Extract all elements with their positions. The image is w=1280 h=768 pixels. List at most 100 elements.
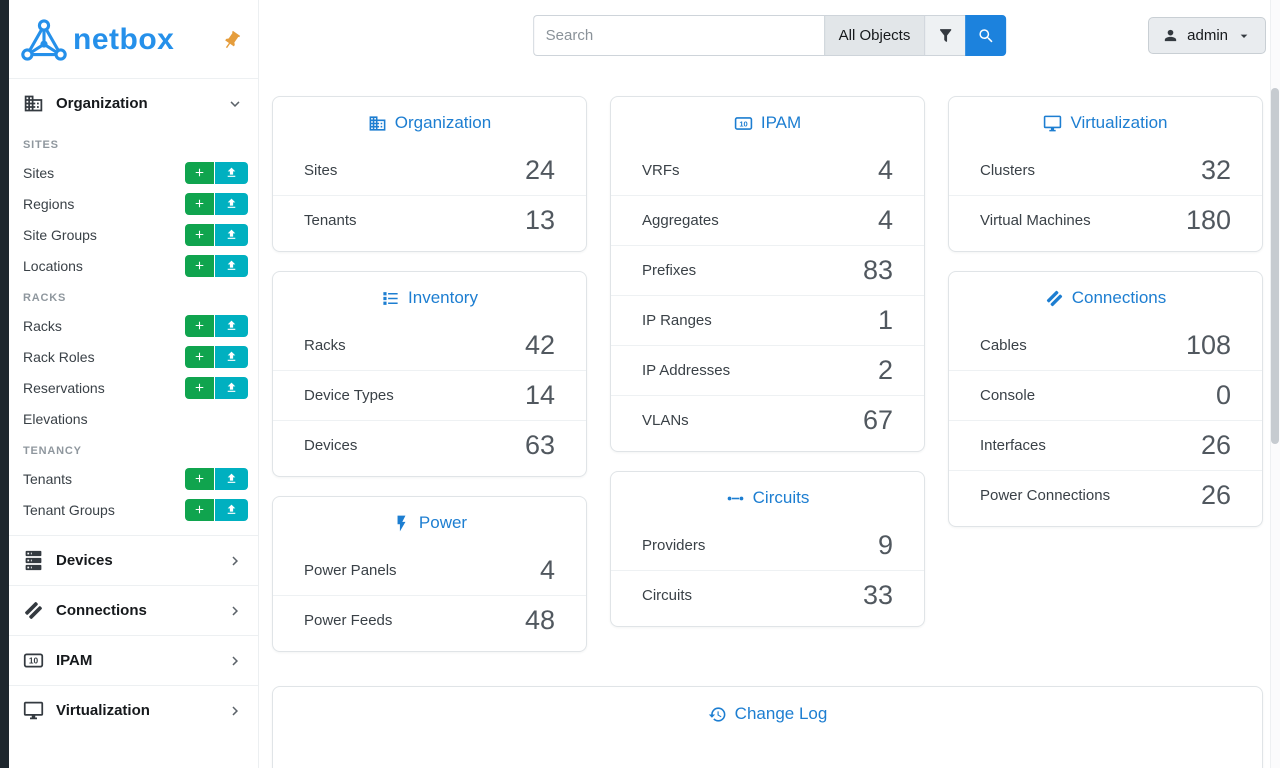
add-button[interactable]	[185, 376, 214, 399]
import-button[interactable]	[215, 498, 248, 521]
import-button[interactable]	[215, 254, 248, 277]
pin-sidebar-icon[interactable]	[221, 30, 242, 51]
scrollbar[interactable]	[1270, 0, 1280, 768]
stat-value[interactable]: 48	[524, 605, 555, 635]
stat-value[interactable]: 2	[877, 355, 893, 385]
search-input[interactable]	[532, 15, 824, 56]
add-button[interactable]	[185, 314, 214, 337]
stat-row: Power Feeds 48	[273, 595, 586, 645]
sidebar-item-tenants[interactable]: Tenants	[9, 463, 258, 494]
stat-row: Prefixes 83	[611, 245, 924, 295]
sidebar-section-label: Connections	[56, 602, 147, 619]
sidebar-section-block: 10 IPAM	[9, 635, 258, 685]
import-button[interactable]	[215, 376, 248, 399]
import-button[interactable]	[215, 314, 248, 337]
search-submit-button[interactable]	[965, 15, 1007, 56]
import-button[interactable]	[215, 192, 248, 215]
stat-value[interactable]: 1	[877, 305, 893, 335]
card-circuits: Circuits Providers 9 Circuits 33	[610, 471, 925, 627]
stat-value[interactable]: 14	[524, 380, 555, 410]
sidebar-item-tenant-groups[interactable]: Tenant Groups	[9, 494, 258, 525]
upload-icon	[225, 503, 238, 516]
add-button[interactable]	[185, 498, 214, 521]
stat-value[interactable]: 4	[877, 205, 893, 235]
stat-value[interactable]: 0	[1215, 380, 1231, 410]
stat-label: Devices	[304, 437, 358, 454]
card-header: Connections	[949, 272, 1262, 320]
sidebar-item-site-groups[interactable]: Site Groups	[9, 219, 258, 250]
stat-value[interactable]: 26	[1200, 480, 1231, 510]
card-title: Power	[418, 513, 468, 532]
sidebar-item-label: Tenant Groups	[23, 501, 115, 518]
card-virtualization: Virtualization Clusters 32 Virtual Machi…	[948, 96, 1263, 252]
add-button[interactable]	[185, 345, 214, 368]
stat-value[interactable]: 33	[862, 580, 893, 610]
sidebar-item-elevations[interactable]: Elevations	[9, 403, 258, 434]
stat-value[interactable]: 4	[877, 154, 893, 185]
filter-button[interactable]	[924, 15, 966, 56]
sidebar-item-label: Tenants	[23, 470, 73, 487]
quick-actions	[185, 376, 248, 399]
import-button[interactable]	[215, 345, 248, 368]
chevron-down-icon	[226, 95, 244, 113]
add-button[interactable]	[185, 254, 214, 277]
stat-value[interactable]: 42	[524, 329, 555, 360]
sidebar-group-heading: TENANCY	[23, 445, 82, 457]
list-icon	[381, 289, 400, 308]
sidebar-section-devices[interactable]: Devices	[9, 536, 258, 585]
sidebar-section-virtualization[interactable]: Virtualization	[9, 686, 258, 735]
transit-icon	[726, 489, 745, 508]
sidebar-item-regions[interactable]: Regions	[9, 188, 258, 219]
card-header: 10 IPAM	[611, 97, 924, 145]
counter-icon: 10	[734, 114, 753, 133]
sidebar-item-label: Rack Roles	[23, 348, 95, 365]
stat-value[interactable]: 63	[524, 430, 555, 460]
stat-label: Console	[980, 387, 1036, 404]
sidebar: netbox Organization SITES Sites Regions	[9, 0, 259, 768]
scrollbar-thumb[interactable]	[1271, 88, 1279, 444]
add-button[interactable]	[185, 467, 214, 490]
upload-icon	[225, 319, 238, 332]
stat-value[interactable]: 9	[877, 529, 893, 560]
stat-row: VLANs 67	[611, 395, 924, 445]
stat-value[interactable]: 26	[1200, 430, 1231, 460]
import-button[interactable]	[215, 161, 248, 184]
sidebar-item-locations[interactable]: Locations	[9, 250, 258, 281]
sidebar-item-sites[interactable]: Sites	[9, 157, 258, 188]
stat-value[interactable]: 24	[524, 154, 555, 185]
stat-value[interactable]: 83	[862, 255, 893, 285]
quick-actions	[185, 254, 248, 277]
card-title: IPAM	[760, 113, 802, 132]
stat-value[interactable]: 180	[1185, 205, 1231, 235]
card-header: Inventory	[273, 272, 586, 320]
building-icon	[368, 114, 387, 133]
netbox-logo-text[interactable]: netbox	[73, 23, 175, 56]
stat-value[interactable]: 4	[539, 554, 555, 585]
sidebar-section-ipam[interactable]: 10 IPAM	[9, 636, 258, 685]
stat-value[interactable]: 108	[1185, 329, 1231, 360]
plus-icon	[193, 472, 206, 485]
building-icon	[23, 93, 44, 114]
stat-value[interactable]: 32	[1200, 154, 1231, 185]
quick-actions	[185, 223, 248, 246]
sidebar-section-connections[interactable]: Connections	[9, 586, 258, 635]
stat-value[interactable]: 13	[524, 205, 555, 235]
user-menu-button[interactable]: admin	[1148, 17, 1266, 54]
sidebar-item-racks[interactable]: Racks	[9, 310, 258, 341]
add-button[interactable]	[185, 161, 214, 184]
import-button[interactable]	[215, 223, 248, 246]
sidebar-item-rack-roles[interactable]: Rack Roles	[9, 341, 258, 372]
card-organization: Organization Sites 24 Tenants 13	[272, 96, 587, 252]
card-header: Circuits	[611, 472, 924, 520]
import-button[interactable]	[215, 467, 248, 490]
add-button[interactable]	[185, 192, 214, 215]
object-type-button[interactable]: All Objects	[823, 15, 925, 56]
add-button[interactable]	[185, 223, 214, 246]
card-title: Organization	[394, 113, 492, 132]
sidebar-section-organization[interactable]: Organization	[9, 79, 258, 128]
netbox-logo-icon[interactable]	[17, 17, 71, 63]
dashboard-column-2: 10 IPAM VRFs 4 Aggregates 4 Prefixes 83 I…	[610, 96, 925, 627]
stat-label: Interfaces	[980, 437, 1046, 454]
sidebar-item-reservations[interactable]: Reservations	[9, 372, 258, 403]
stat-value[interactable]: 67	[862, 405, 893, 435]
